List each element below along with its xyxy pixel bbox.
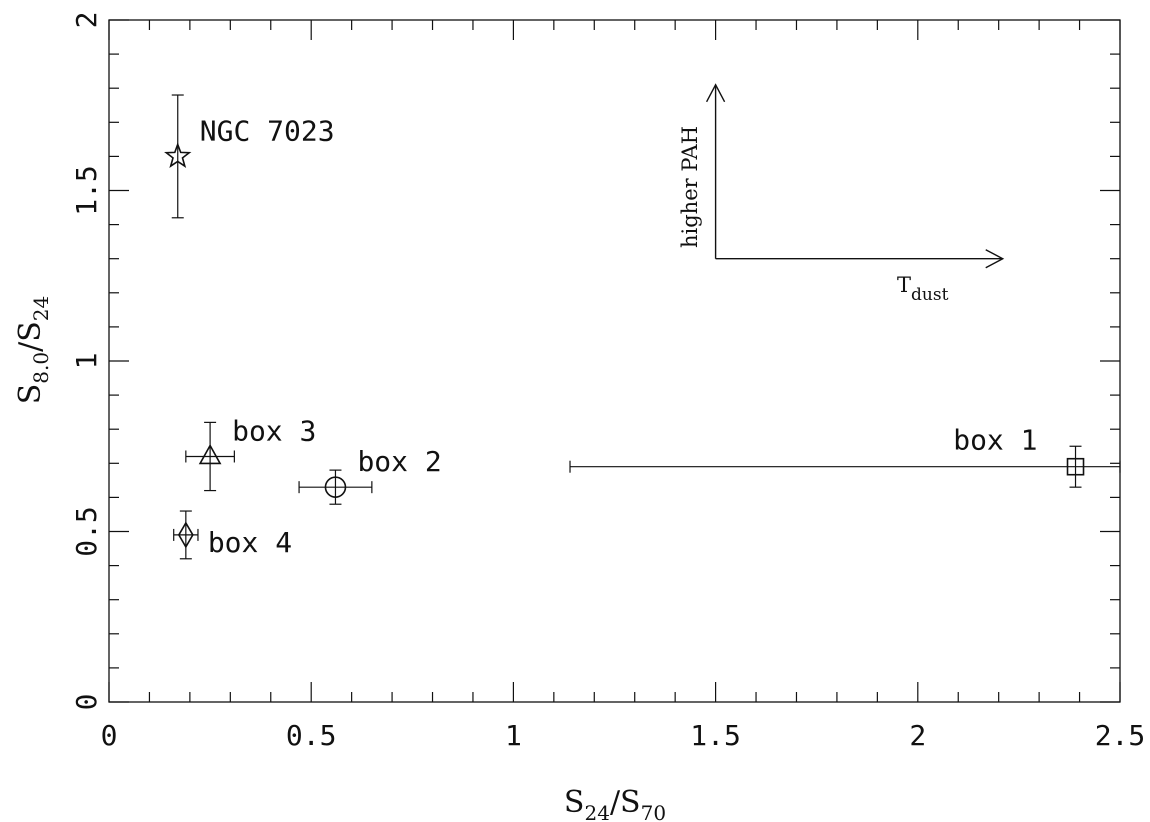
x-tick-label: 1 [505,719,522,752]
point-labels: NGC 7023 box 3 box 2 box 4 box 1 [200,114,1038,559]
y-axis-label-main: S [13,384,48,405]
error-bars [171,94,1121,560]
x-tick-label: 2 [909,719,926,752]
arrow-label-higher-pah: higher PAH [678,126,702,248]
y-tick-label: 1.5 [70,165,103,216]
x-tick-label: 2.5 [1095,719,1146,752]
point-label: box 3 [232,414,316,447]
circle-marker [324,476,347,498]
y-tick-label: 0 [70,694,103,711]
x-tick-label: 1.5 [690,719,741,752]
arrow-label-tdust: Tdust [897,273,949,305]
y-tick-label: 0.5 [70,506,103,557]
y-tick-label: 2 [70,12,103,29]
y-axis-label: S8.0/S24 [13,296,53,405]
x-axis-label-sub1: 24 [584,801,609,822]
y-axis-label-sub2: 24 [29,296,53,321]
point-label: box 2 [357,445,441,478]
x-tick-label: 0 [101,719,118,752]
diamond-marker [177,521,194,549]
x-tick-label: 0.5 [286,719,337,752]
star-marker [164,142,192,168]
tick-labels: 0 0.5 1 1.5 2 2.5 0 0.5 1 1.5 2 [70,12,1145,752]
x-axis-label-sub2: 70 [641,801,666,822]
axis-ticks [108,19,1121,703]
x-axis-label-sep: /S [610,785,641,820]
y-axis-label-sep: /S [13,321,48,352]
arrow-label-tdust-sub: dust [911,285,949,305]
arrow-up-head [705,83,726,103]
data-markers [164,142,1085,549]
y-tick-label: 1 [70,353,103,370]
square-marker [1066,457,1085,476]
point-label: NGC 7023 [200,114,335,147]
y-axis-label-sub1: 8.0 [29,352,53,384]
x-axis-label-main: S [564,785,585,820]
annotation-arrows [705,83,1005,269]
arrow-right-head [985,249,1005,269]
x-axis-label: S24/S70 [564,785,666,822]
point-label: box 1 [953,424,1037,457]
arrow-label-tdust-main: T [897,273,911,297]
triangle-marker [198,443,222,465]
point-label: box 4 [208,526,292,559]
